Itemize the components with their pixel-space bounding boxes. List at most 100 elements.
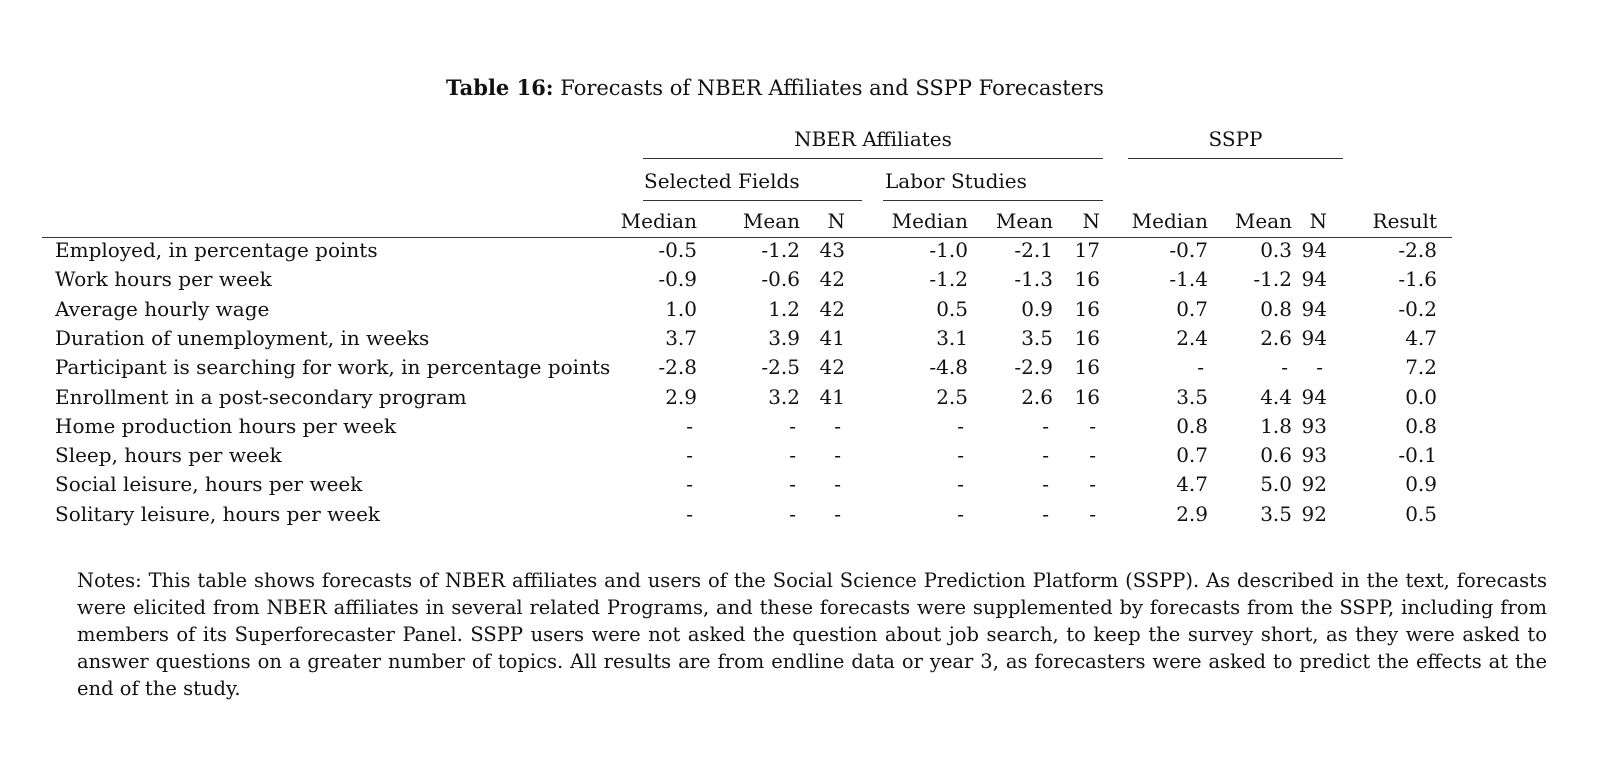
table-cell: 0.8: [1405, 413, 1437, 438]
table-cell: 92: [1301, 472, 1327, 497]
table-title: Table 16: Forecasts of NBER Affiliates a…: [0, 75, 1550, 101]
table-cell: 4.7: [1405, 325, 1437, 350]
table-cell: 0.3: [1260, 238, 1292, 262]
table-cell: 94: [1301, 384, 1327, 409]
table-cell: -: [1316, 355, 1323, 380]
column-header: N: [1082, 209, 1101, 233]
table-cell: -2.8: [658, 355, 697, 380]
table-cell: 41: [819, 325, 845, 350]
table-cell: 2.6: [1021, 384, 1053, 409]
column-header: Mean: [1234, 209, 1292, 233]
column-header: Mean: [742, 209, 800, 233]
table-cell: -1.2: [1253, 267, 1292, 292]
table-notes: Notes: This table shows forecasts of NBE…: [77, 569, 1547, 700]
table-cell: -2.9: [1014, 355, 1053, 380]
table-cell: -0.7: [1169, 238, 1208, 262]
table-cell: 93: [1301, 443, 1327, 468]
column-header: Median: [620, 209, 697, 233]
table-cell: 41: [819, 384, 845, 409]
table-cell: 5.0: [1260, 472, 1292, 497]
row-label: Average hourly wage: [55, 296, 270, 321]
table-cell: 17: [1074, 238, 1100, 262]
table-cell: -: [789, 413, 796, 438]
table-cell: 94: [1301, 325, 1327, 350]
row-label: Duration of unemployment, in weeks: [55, 325, 430, 350]
table-cell: -: [1197, 355, 1204, 380]
table-cell: -0.9: [658, 267, 697, 292]
table-cell: 42: [819, 267, 845, 292]
table-caption: Forecasts of NBER Affiliates and SSPP Fo…: [560, 76, 1104, 100]
table-cell: 42: [819, 296, 845, 321]
table-cell: 1.8: [1260, 413, 1292, 438]
table-cell: 2.9: [1176, 501, 1208, 526]
header-rule: [42, 237, 1452, 238]
table-cell: -: [834, 443, 841, 468]
table-cell: -1.6: [1398, 267, 1437, 292]
table-cell: -: [1042, 472, 1049, 497]
table-cell: -2.5: [761, 355, 800, 380]
subgroup-header-labor: Labor Studies: [885, 169, 1027, 193]
table-cell: -: [1042, 413, 1049, 438]
table-cell: 2.9: [665, 384, 697, 409]
table-cell: 93: [1301, 413, 1327, 438]
table-cell: 92: [1301, 501, 1327, 526]
table-cell: -: [1089, 443, 1096, 468]
row-label: Work hours per week: [55, 267, 272, 292]
row-label: Social leisure, hours per week: [55, 472, 363, 497]
table-cell: 0.8: [1176, 413, 1208, 438]
table-cell: 0.5: [1405, 501, 1437, 526]
table-cell: -0.2: [1398, 296, 1437, 321]
subgroup-header-selected: Selected Fields: [644, 169, 800, 193]
table-cell: -: [1089, 413, 1096, 438]
table-cell: 2.4: [1176, 325, 1208, 350]
table-cell: -0.1: [1398, 443, 1437, 468]
table-cell: 94: [1301, 238, 1327, 262]
table-cell: 3.5: [1260, 501, 1292, 526]
nber-rule: [643, 158, 1103, 159]
table-cell: -: [1042, 443, 1049, 468]
table-cell: 3.2: [768, 384, 800, 409]
table-cell: -1.2: [929, 267, 968, 292]
column-header: Result: [1372, 209, 1437, 233]
column-header: N: [827, 209, 846, 233]
table-cell: -: [1089, 472, 1096, 497]
table-cell: 1.0: [665, 296, 697, 321]
table-cell: 7.2: [1405, 355, 1437, 380]
table-cell: 16: [1074, 325, 1100, 350]
table-cell: -: [834, 413, 841, 438]
table-cell: 16: [1074, 355, 1100, 380]
table-cell: 4.7: [1176, 472, 1208, 497]
table-cell: -2.8: [1398, 238, 1437, 262]
sspp-rule: [1128, 158, 1343, 159]
table-cell: 42: [819, 355, 845, 380]
table-cell: 16: [1074, 267, 1100, 292]
table-cell: 3.9: [768, 325, 800, 350]
table-cell: -: [686, 413, 693, 438]
table-cell: 0.8: [1260, 296, 1292, 321]
table-cell: 1.2: [768, 296, 800, 321]
table-cell: -: [957, 413, 964, 438]
table-cell: 0.5: [936, 296, 968, 321]
table-cell: -: [686, 443, 693, 468]
row-label: Sleep, hours per week: [55, 443, 282, 468]
table-cell: -2.1: [1014, 238, 1053, 262]
table-number: Table 16:: [446, 75, 554, 100]
row-label: Solitary leisure, hours per week: [55, 501, 381, 526]
table-cell: -: [957, 443, 964, 468]
table-cell: 16: [1074, 296, 1100, 321]
table-cell: 3.1: [936, 325, 968, 350]
table-cell: -1.4: [1169, 267, 1208, 292]
table-cell: 16: [1074, 384, 1100, 409]
table-cell: -1.0: [929, 238, 968, 262]
table-cell: 0.6: [1260, 443, 1292, 468]
labor-rule: [883, 200, 1103, 201]
table-cell: -: [686, 472, 693, 497]
table-cell: -: [957, 472, 964, 497]
table-cell: -: [686, 501, 693, 526]
row-label: Participant is searching for work, in pe…: [55, 355, 611, 380]
table-cell: -4.8: [929, 355, 968, 380]
column-header: N: [1309, 209, 1328, 233]
table-cell: 43: [819, 238, 845, 262]
selected-rule: [643, 200, 862, 201]
